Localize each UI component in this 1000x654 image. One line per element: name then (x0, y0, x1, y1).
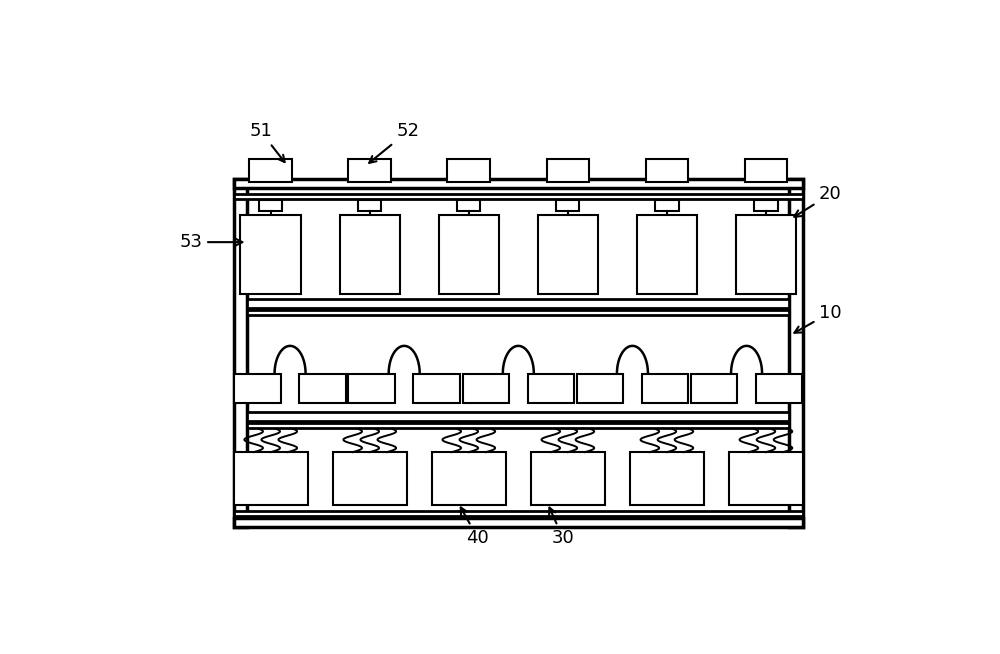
Text: 30: 30 (549, 508, 574, 547)
Text: 53: 53 (179, 233, 242, 251)
Bar (247, 309, 789, 315)
Bar (736, 215, 796, 294)
Bar (234, 452, 308, 505)
Bar (413, 373, 460, 403)
Bar (457, 200, 480, 211)
Bar (547, 160, 589, 182)
Bar (655, 200, 679, 211)
Bar (247, 423, 789, 428)
Bar (299, 373, 346, 403)
Bar (234, 194, 803, 199)
Bar (247, 412, 789, 421)
Bar (247, 298, 789, 307)
Bar (630, 452, 704, 505)
Bar (259, 200, 282, 211)
Bar (447, 160, 490, 182)
Bar (439, 215, 499, 294)
Bar (348, 373, 395, 403)
Bar (333, 452, 407, 505)
Bar (432, 452, 506, 505)
Bar (642, 373, 688, 403)
Bar (234, 517, 803, 526)
Bar (463, 373, 509, 403)
Text: 10: 10 (794, 303, 842, 333)
Bar (234, 511, 803, 515)
Bar (756, 373, 802, 403)
Bar (234, 179, 803, 188)
Bar (556, 200, 579, 211)
Bar (789, 179, 803, 526)
Text: 20: 20 (794, 185, 842, 216)
Bar (691, 373, 737, 403)
Bar (528, 373, 574, 403)
Bar (348, 160, 391, 182)
Bar (538, 215, 598, 294)
Bar (745, 160, 787, 182)
Text: 52: 52 (369, 122, 419, 163)
Bar (754, 200, 778, 211)
Bar (531, 452, 605, 505)
Bar (729, 452, 803, 505)
Bar (646, 160, 688, 182)
Text: 40: 40 (461, 508, 489, 547)
Bar (340, 215, 400, 294)
Bar (234, 179, 247, 526)
Bar (358, 200, 381, 211)
Text: 51: 51 (249, 122, 285, 162)
Bar (577, 373, 623, 403)
Bar (637, 215, 697, 294)
Bar (240, 215, 301, 294)
Bar (249, 160, 292, 182)
Bar (234, 373, 281, 403)
